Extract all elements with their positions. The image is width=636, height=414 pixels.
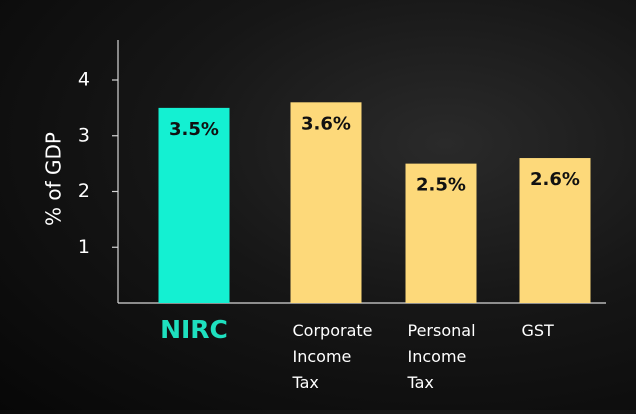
bar xyxy=(405,163,477,303)
y-ticks: 1 2 3 4 xyxy=(78,69,118,258)
category-label: NIRC xyxy=(160,315,228,344)
category-label-line: Tax xyxy=(292,373,319,392)
bars xyxy=(158,102,591,303)
category-label: Corporate Income Tax xyxy=(292,321,373,392)
bar-value-label: 2.5% xyxy=(416,175,466,196)
category-label-line: Tax xyxy=(407,373,434,392)
bar xyxy=(290,102,362,303)
y-tick-label: 1 xyxy=(78,236,90,258)
bar-value-label: 3.6% xyxy=(301,113,351,134)
y-axis-label: % of GDP xyxy=(42,132,66,226)
category-label: Personal Income Tax xyxy=(407,321,476,392)
category-label-line: Personal xyxy=(408,321,476,340)
category-label-line: GST xyxy=(522,321,555,340)
category-label-line: Income xyxy=(408,347,467,366)
category-label-line: Income xyxy=(293,347,352,366)
y-tick-label: 2 xyxy=(78,180,90,202)
bar xyxy=(158,107,230,303)
category-label: GST xyxy=(522,321,555,340)
y-tick-label: 4 xyxy=(78,69,90,91)
y-tick-label: 3 xyxy=(78,124,90,146)
category-label-line: Corporate xyxy=(293,321,373,340)
bar-value-label: 3.5% xyxy=(169,119,219,140)
category-labels: NIRC Corporate Income Tax Personal Income Tax G… xyxy=(160,315,554,392)
bar xyxy=(519,158,591,303)
value-labels: 3.5% 3.6% 2.5% 2.6% xyxy=(169,113,580,195)
bar-value-label: 2.6% xyxy=(530,169,580,190)
